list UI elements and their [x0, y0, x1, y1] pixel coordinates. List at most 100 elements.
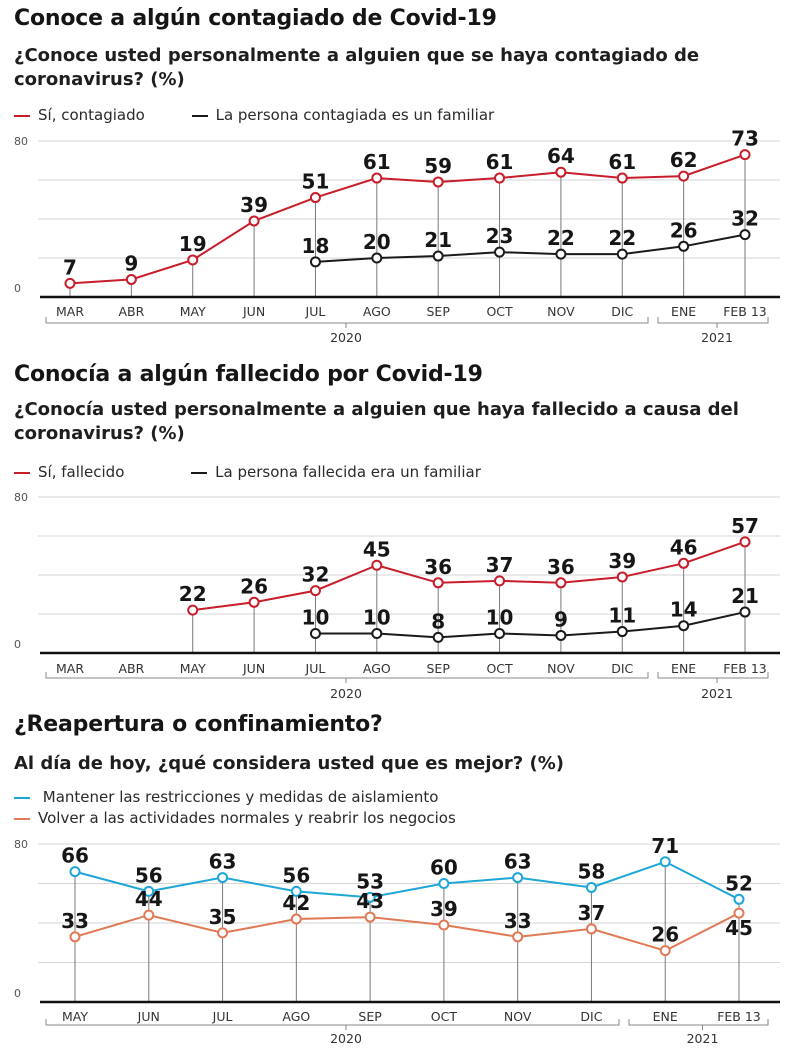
chart-reapertura: 80 0 MAY JUN JUL AGO SEP OCT NOV DIC ENE FEB 13 2020… — [14, 834, 780, 1046]
data-label: 22 — [608, 226, 636, 250]
x-tick-label: OCT — [486, 661, 513, 676]
data-point — [371, 172, 383, 184]
data-label: 43 — [356, 889, 384, 913]
data-label: 57 — [731, 514, 759, 538]
data-label: 22 — [547, 226, 575, 250]
legend-label: La persona contagiada es un familiar — [215, 106, 495, 124]
data-label: 33 — [61, 909, 89, 933]
x-tick-label: JUN — [242, 304, 265, 319]
data-label: 60 — [430, 856, 458, 880]
data-label: 62 — [670, 148, 698, 172]
data-label: 44 — [135, 887, 163, 911]
x-tick-label: MAY — [180, 661, 206, 676]
data-label: 10 — [302, 606, 330, 630]
x-tick-label: JUN — [137, 1009, 160, 1024]
data-point — [616, 626, 628, 638]
legend-item-fallecido: Sí, fallecido — [14, 463, 124, 481]
data-point — [555, 248, 567, 260]
data-point — [512, 931, 524, 943]
data-label: 21 — [424, 228, 452, 252]
data-point — [432, 250, 444, 262]
data-point — [364, 911, 376, 923]
data-label: 73 — [731, 130, 759, 151]
data-label: 51 — [302, 170, 330, 194]
y-tick-label: 80 — [14, 135, 28, 148]
data-point — [739, 149, 751, 161]
data-point — [555, 629, 567, 641]
series-line — [315, 233, 746, 263]
data-point — [555, 577, 567, 589]
chart-fallecidos: 80 0 MAR ABR MAY JUN JUL AGO SEP OCT NOV DIC ENE FEB … — [14, 491, 780, 701]
data-label: 33 — [504, 909, 532, 933]
legend: Sí, fallecido La persona fallecida era u… — [14, 463, 523, 481]
chart-contagiados: 80 0 MAR ABR MAY JUN JUL AGO SEP OCT NOV DIC ENE FEB … — [14, 130, 780, 345]
data-point — [187, 604, 199, 616]
data-label: 36 — [424, 555, 452, 579]
data-point — [739, 229, 751, 241]
legend-swatch — [191, 114, 208, 117]
data-label: 63 — [209, 850, 237, 874]
legend-label: Mantener las restricciones y medidas de … — [38, 788, 439, 806]
y-tick-label: 0 — [14, 638, 21, 651]
x-tick-label: OCT — [486, 304, 513, 319]
data-point — [494, 246, 506, 258]
data-point — [432, 176, 444, 188]
legend-label: Sí, contagiado — [38, 106, 145, 124]
x-tick-label: SEP — [426, 661, 450, 676]
data-label: 32 — [302, 563, 330, 587]
data-point — [659, 945, 671, 957]
data-label: 58 — [578, 859, 606, 883]
x-tick-label: AGO — [363, 304, 391, 319]
x-tick-label: NOV — [547, 304, 575, 319]
y-tick-label: 0 — [14, 987, 21, 1000]
data-point — [290, 885, 302, 897]
data-point — [143, 909, 155, 921]
legend-label: Sí, fallecido — [38, 463, 125, 481]
data-point — [217, 927, 229, 939]
year-label: 2021 — [701, 686, 733, 701]
data-point — [371, 628, 383, 639]
data-point — [309, 256, 321, 268]
x-tick-label: ABR — [118, 661, 144, 676]
x-tick-label: NOV — [504, 1009, 532, 1024]
year-bracket — [45, 317, 649, 324]
data-label: 59 — [424, 154, 452, 178]
data-point — [659, 856, 671, 868]
year-label: 2020 — [330, 1031, 362, 1046]
data-label: 20 — [363, 230, 391, 254]
data-point — [512, 872, 524, 884]
data-point — [248, 215, 260, 227]
x-tick-label: AGO — [282, 1009, 310, 1024]
data-point — [187, 254, 199, 266]
x-tick-label: SEP — [358, 1009, 382, 1024]
data-label: 56 — [282, 863, 310, 887]
data-label: 61 — [608, 150, 636, 174]
data-label: 42 — [282, 891, 310, 915]
data-point — [739, 536, 751, 548]
data-point — [438, 878, 450, 889]
data-point — [438, 919, 450, 931]
data-label: 36 — [547, 555, 575, 579]
series-line — [74, 860, 740, 901]
x-tick-label: JUL — [212, 1009, 233, 1024]
legend-swatch — [191, 471, 208, 474]
data-label: 56 — [135, 863, 163, 887]
section-subtitle: ¿Conocía usted personalmente a alguien q… — [14, 399, 739, 444]
data-point — [494, 628, 506, 639]
data-label: 10 — [363, 606, 391, 630]
data-label: 53 — [356, 869, 384, 893]
year-label: 2021 — [701, 330, 733, 345]
year-label: 2020 — [330, 686, 362, 701]
data-label: 11 — [608, 604, 636, 628]
data-label: 35 — [209, 905, 237, 929]
data-point — [69, 931, 81, 943]
data-label: 39 — [608, 549, 636, 573]
data-label: 26 — [670, 218, 698, 242]
x-tick-label: AGO — [363, 661, 391, 676]
data-label: 26 — [651, 923, 679, 947]
data-label: 7 — [63, 255, 77, 279]
x-tick-label: DIC — [611, 304, 633, 319]
x-tick-label: ENE — [671, 661, 696, 676]
data-point — [309, 628, 321, 639]
year-label: 2021 — [687, 1031, 719, 1046]
